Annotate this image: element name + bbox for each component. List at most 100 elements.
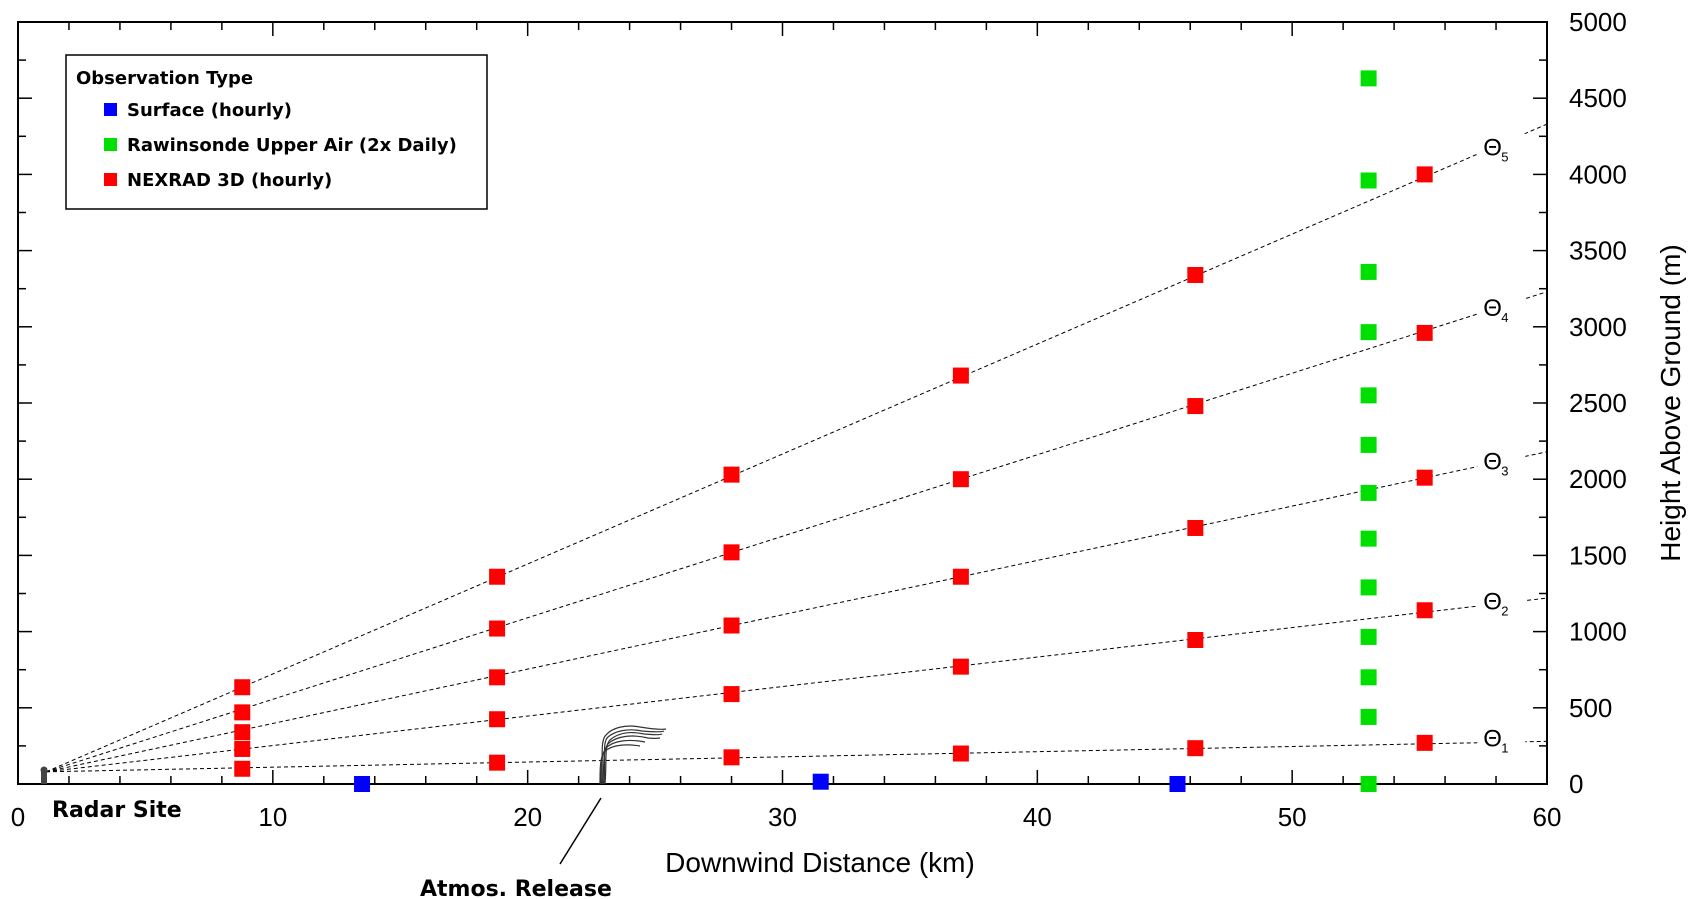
- data-point: [1416, 469, 1433, 486]
- radar-site-label: Radar Site: [52, 798, 182, 823]
- data-point: [1187, 398, 1204, 415]
- data-point: [1416, 324, 1433, 341]
- y-tick-label: 1000: [1569, 617, 1627, 647]
- data-point: [1360, 776, 1377, 792]
- x-tick-labels: 0 10 20 30 40 50 60: [11, 802, 1562, 832]
- beam-label-bg: [1477, 133, 1526, 166]
- data-point: [723, 544, 740, 561]
- release-pointer-line: [559, 797, 602, 865]
- data-point: [1360, 669, 1377, 686]
- data-point: [234, 679, 251, 696]
- beam-label-bg: [1477, 294, 1526, 327]
- data-point: [1360, 324, 1377, 341]
- data-point: [489, 669, 506, 686]
- y-tick-label: 1500: [1569, 540, 1627, 570]
- y-tick-label: 2500: [1569, 388, 1627, 418]
- data-point: [952, 568, 969, 585]
- x-tick-label: 60: [1533, 802, 1562, 832]
- x-tick-label: 30: [768, 802, 797, 832]
- legend-label: NEXRAD 3D (hourly): [127, 170, 332, 191]
- data-point: [1360, 484, 1377, 501]
- data-point: [723, 466, 740, 483]
- data-point: [812, 773, 829, 790]
- data-point: [489, 754, 506, 771]
- data-point: [489, 568, 506, 585]
- data-point: [723, 617, 740, 634]
- legend-items: Surface (hourly) Rawinsonde Upper Air (2x…: [104, 100, 457, 191]
- beam-label-subscript: 3: [1501, 463, 1508, 478]
- beam-line: [45, 451, 1548, 773]
- data-markers: [234, 70, 1433, 792]
- x-tick-label: 0: [11, 802, 25, 832]
- data-point: [1360, 387, 1377, 404]
- data-point: [1416, 166, 1433, 183]
- data-point: [234, 704, 251, 721]
- beam-label: Θ: [1483, 588, 1502, 615]
- legend-title: Observation Type: [76, 68, 253, 89]
- data-point: [354, 776, 371, 792]
- data-point: [952, 367, 969, 384]
- release-label: Atmos. Release: [420, 877, 612, 899]
- data-point: [1187, 266, 1204, 283]
- beam-line: [46, 740, 1548, 773]
- data-point: [1360, 708, 1377, 725]
- data-point: [1169, 776, 1186, 792]
- data-point: [952, 745, 969, 762]
- data-point: [1360, 628, 1377, 645]
- beam-label-bg: [1477, 447, 1526, 480]
- radar-beams: [45, 123, 1548, 773]
- legend-box: [65, 54, 488, 210]
- data-point: [1360, 530, 1377, 547]
- data-point: [1187, 631, 1204, 648]
- x-tick-label: 20: [513, 802, 542, 832]
- data-point: [1360, 579, 1377, 596]
- beam-label: Θ: [1483, 135, 1502, 162]
- data-point: [952, 471, 969, 488]
- y-tick-label: 2000: [1569, 464, 1627, 494]
- beam-line: [45, 123, 1548, 773]
- beam-labels: Θ 1Θ 2Θ 3Θ 4Θ 5: [1477, 133, 1526, 757]
- beam-label: Θ: [1483, 726, 1502, 753]
- data-point: [489, 711, 506, 728]
- beam-label: Θ: [1483, 448, 1502, 475]
- x-tick-label: 50: [1278, 802, 1307, 832]
- y-tick-label: 0: [1569, 769, 1583, 799]
- y-tick-label: 5000: [1569, 7, 1627, 37]
- data-point: [1416, 602, 1433, 619]
- data-point: [1187, 519, 1204, 536]
- data-point: [723, 686, 740, 703]
- y-tick-label: 3500: [1569, 236, 1627, 266]
- data-point: [234, 724, 251, 741]
- x-tick-label: 40: [1023, 802, 1052, 832]
- legend-swatch: [104, 103, 117, 116]
- x-tick-label: 10: [258, 802, 287, 832]
- beam-line: [45, 291, 1548, 773]
- y-minor-ticks: [18, 21, 1547, 785]
- data-point: [1360, 70, 1377, 87]
- x-ticks: [17, 22, 1548, 784]
- beam-label-bg: [1477, 587, 1526, 620]
- legend-swatch: [104, 138, 117, 151]
- beam-label-subscript: 4: [1501, 310, 1508, 325]
- data-point: [234, 740, 251, 757]
- y-tick-labels: 0 500 1000 1500 2000 2500 3000 3500 4000 4500 5000: [1569, 7, 1627, 799]
- atmos-release-plume: [599, 725, 667, 785]
- data-point: [1416, 734, 1433, 751]
- data-point: [1187, 740, 1204, 757]
- x-axis-title: Downwind Distance (km): [665, 847, 975, 878]
- beam-label-subscript: 2: [1501, 603, 1508, 618]
- beam-label: Θ: [1483, 295, 1502, 322]
- legend: Observation Type Surface (hourly) Rawinso…: [65, 54, 488, 210]
- y-tick-label: 3000: [1569, 312, 1627, 342]
- legend-label: Surface (hourly): [127, 100, 292, 121]
- data-point: [1360, 263, 1377, 280]
- data-point: [489, 620, 506, 637]
- beam-label-subscript: 5: [1501, 150, 1508, 165]
- y-tick-label: 4000: [1569, 159, 1627, 189]
- data-point: [723, 749, 740, 766]
- beam-label-subscript: 1: [1501, 741, 1508, 756]
- data-point: [952, 658, 969, 675]
- beam-label-bg: [1477, 724, 1526, 757]
- y-tick-label: 500: [1569, 693, 1612, 723]
